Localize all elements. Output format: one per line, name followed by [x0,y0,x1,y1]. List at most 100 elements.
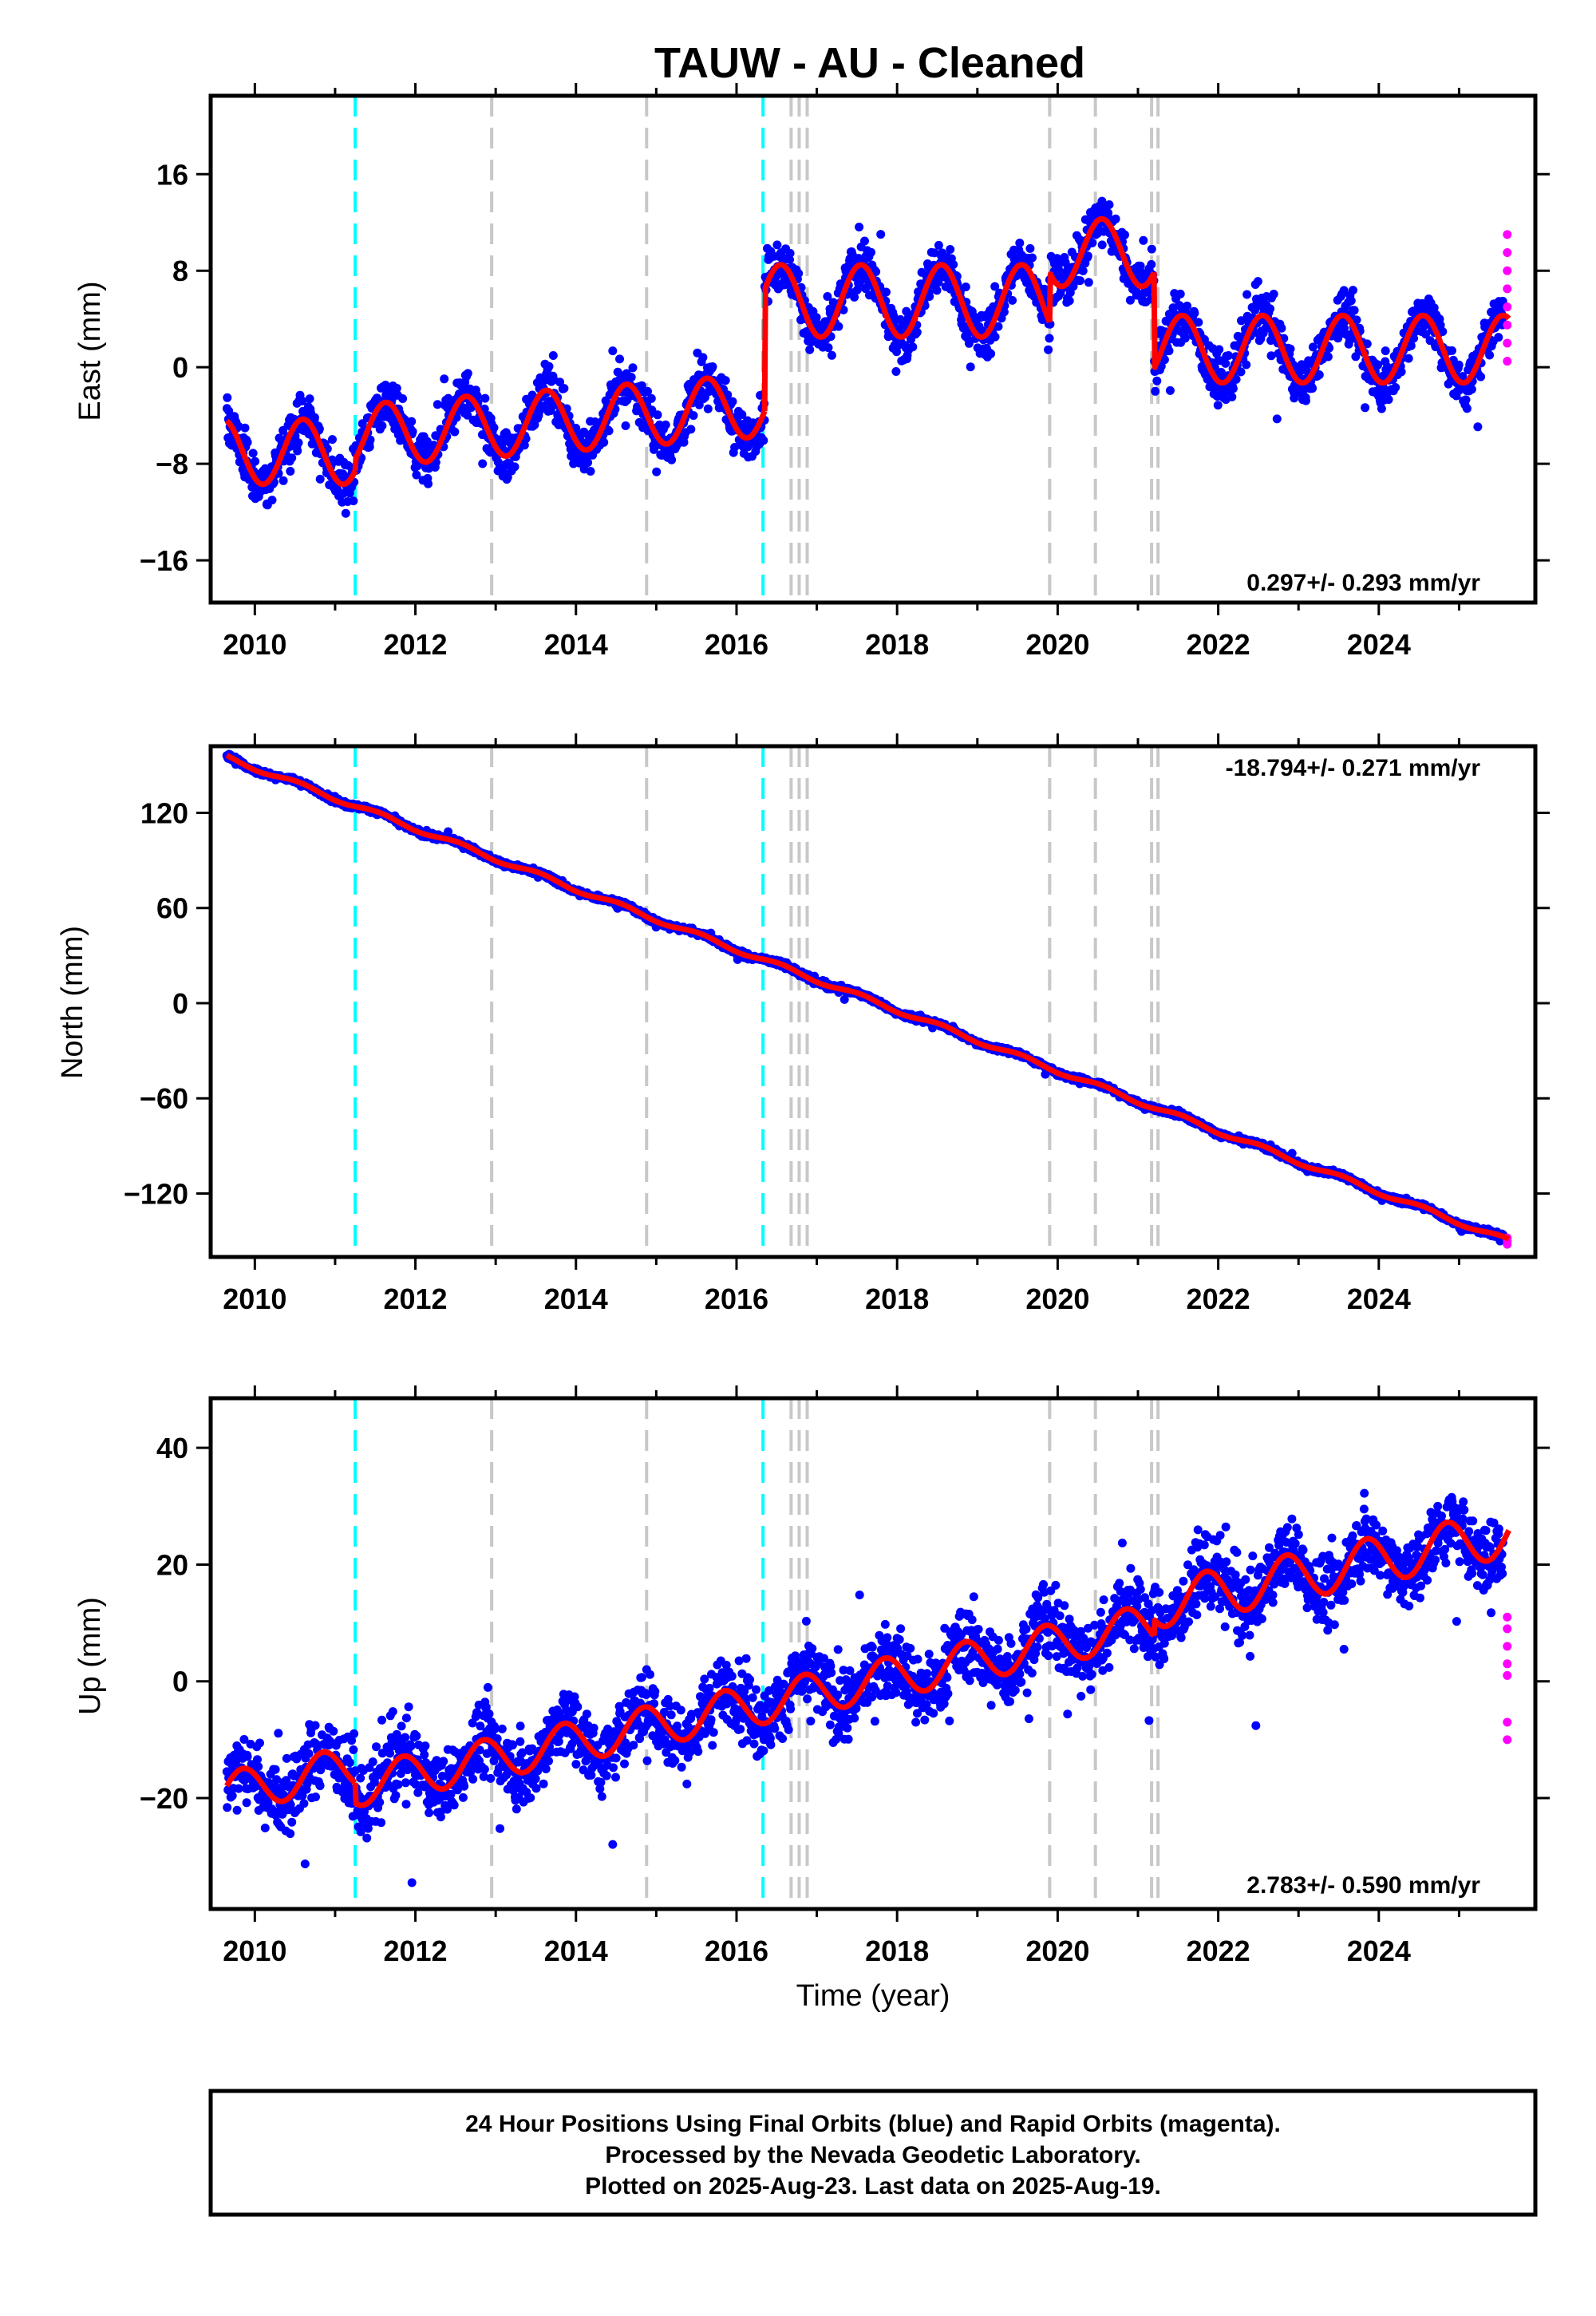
final-orbit-point [463,410,472,420]
x-tick-label: 2010 [223,628,286,661]
final-orbit-point [1485,350,1495,360]
final-orbit-point [1266,351,1276,361]
final-orbit-point [559,384,569,393]
final-orbit-point [555,377,564,387]
final-orbit-point [934,240,943,250]
final-orbit-point [961,283,970,291]
final-orbit-point [964,338,974,348]
final-orbit-point [1269,290,1278,298]
final-orbit-point [349,496,358,506]
final-orbit-point [1236,367,1246,377]
final-orbit-point [871,267,881,276]
final-orbit-point [949,260,958,269]
final-orbit-point [824,343,833,353]
final-orbit-point [708,362,717,371]
final-orbit-point [604,426,614,436]
final-orbit-point [377,421,387,430]
final-orbit-point [328,435,337,445]
final-orbit-point [1120,230,1129,239]
final-orbit-point [341,508,350,518]
final-orbit-point [626,373,636,382]
final-orbit-point [1078,266,1088,275]
final-orbit-point [946,245,955,254]
final-orbit-point [1045,334,1054,343]
model-fit-line [352,375,768,472]
final-orbit-point [1104,208,1113,218]
rapid-orbit-point [1503,266,1512,275]
final-orbit-point [1346,296,1356,306]
final-orbit-point [1377,404,1386,413]
north-panel: 2010 2012 2014 2016 2018 2020 2022 2024−120−600… [56,733,1550,1315]
final-orbit-point [293,446,302,456]
final-orbit-point [1339,286,1349,295]
final-orbit-point [908,342,918,352]
final-orbit-point [365,442,374,452]
final-orbit-point [1044,345,1053,354]
final-orbit-point [1175,289,1185,298]
final-orbit-point [1352,315,1361,325]
final-orbit-point [243,437,252,447]
final-orbit-point [1476,372,1486,381]
final-orbit-point [480,393,490,403]
final-orbit-point [1165,385,1175,395]
x-tick-label: 2016 [705,628,768,661]
final-orbit-point [1323,352,1333,362]
final-orbit-point [730,443,740,452]
final-orbit-point [1015,239,1025,247]
model-fit-line [761,262,1053,412]
final-orbit-point [1065,296,1074,306]
final-orbit-point [1147,259,1156,269]
final-orbit-point [794,269,804,279]
final-orbit-point [785,255,794,264]
final-orbit-point [1391,383,1400,392]
final-orbit-point [279,476,288,485]
final-orbit-point [1345,336,1354,346]
plot-frame [208,93,1538,605]
final-orbit-point [1448,346,1456,355]
final-orbit-point [408,427,417,437]
final-orbit-point [286,467,295,476]
final-orbit-point [652,467,662,476]
final-orbit-point [1362,339,1372,349]
final-orbit-point [860,236,869,246]
final-orbit-point [1159,355,1169,365]
final-orbit-point [1421,330,1431,339]
rapid-orbit-point [1503,248,1512,258]
final-orbit-point [772,240,782,250]
final-orbit-point [823,292,832,301]
final-orbit-point [653,410,662,420]
final-orbit-point [1242,290,1252,299]
final-orbit-point [1461,395,1471,405]
rapid-orbit-point [1503,320,1512,330]
final-orbit-point [1152,376,1162,385]
final-orbit-point [1143,287,1152,297]
final-orbit-point [1227,392,1237,401]
final-orbit-point [544,362,554,371]
final-orbit-point [1147,244,1156,254]
final-orbit-point [999,307,1009,317]
final-orbit-point [882,287,891,297]
final-orbit-point [966,362,975,372]
final-orbit-point [925,292,934,301]
x-tick-label: 2018 [865,628,929,661]
final-orbit-point [759,436,768,445]
final-orbit-point [932,286,942,295]
final-orbit-point [686,425,696,434]
final-orbit-point [608,346,618,356]
final-orbit-point [1373,361,1382,370]
final-orbit-point [1494,333,1503,342]
final-orbit-point [294,438,303,448]
final-orbit-point [805,345,815,354]
final-orbit-point [1381,346,1390,356]
east-panel: 2010 2012 2014 2016 2018 2020 2022 2024−16−8081… [73,83,1550,661]
final-orbit-point [1253,277,1262,287]
final-orbit-point [1183,301,1192,310]
figure-title: TAUW - AU - Cleaned [654,39,1085,87]
x-tick-label: 2020 [1025,628,1089,661]
y-tick-label: 8 [172,255,188,287]
final-orbit-point [1473,422,1483,432]
final-orbit-point [667,455,677,464]
final-orbit-point [912,327,922,337]
y-tick-label: −16 [140,544,188,577]
